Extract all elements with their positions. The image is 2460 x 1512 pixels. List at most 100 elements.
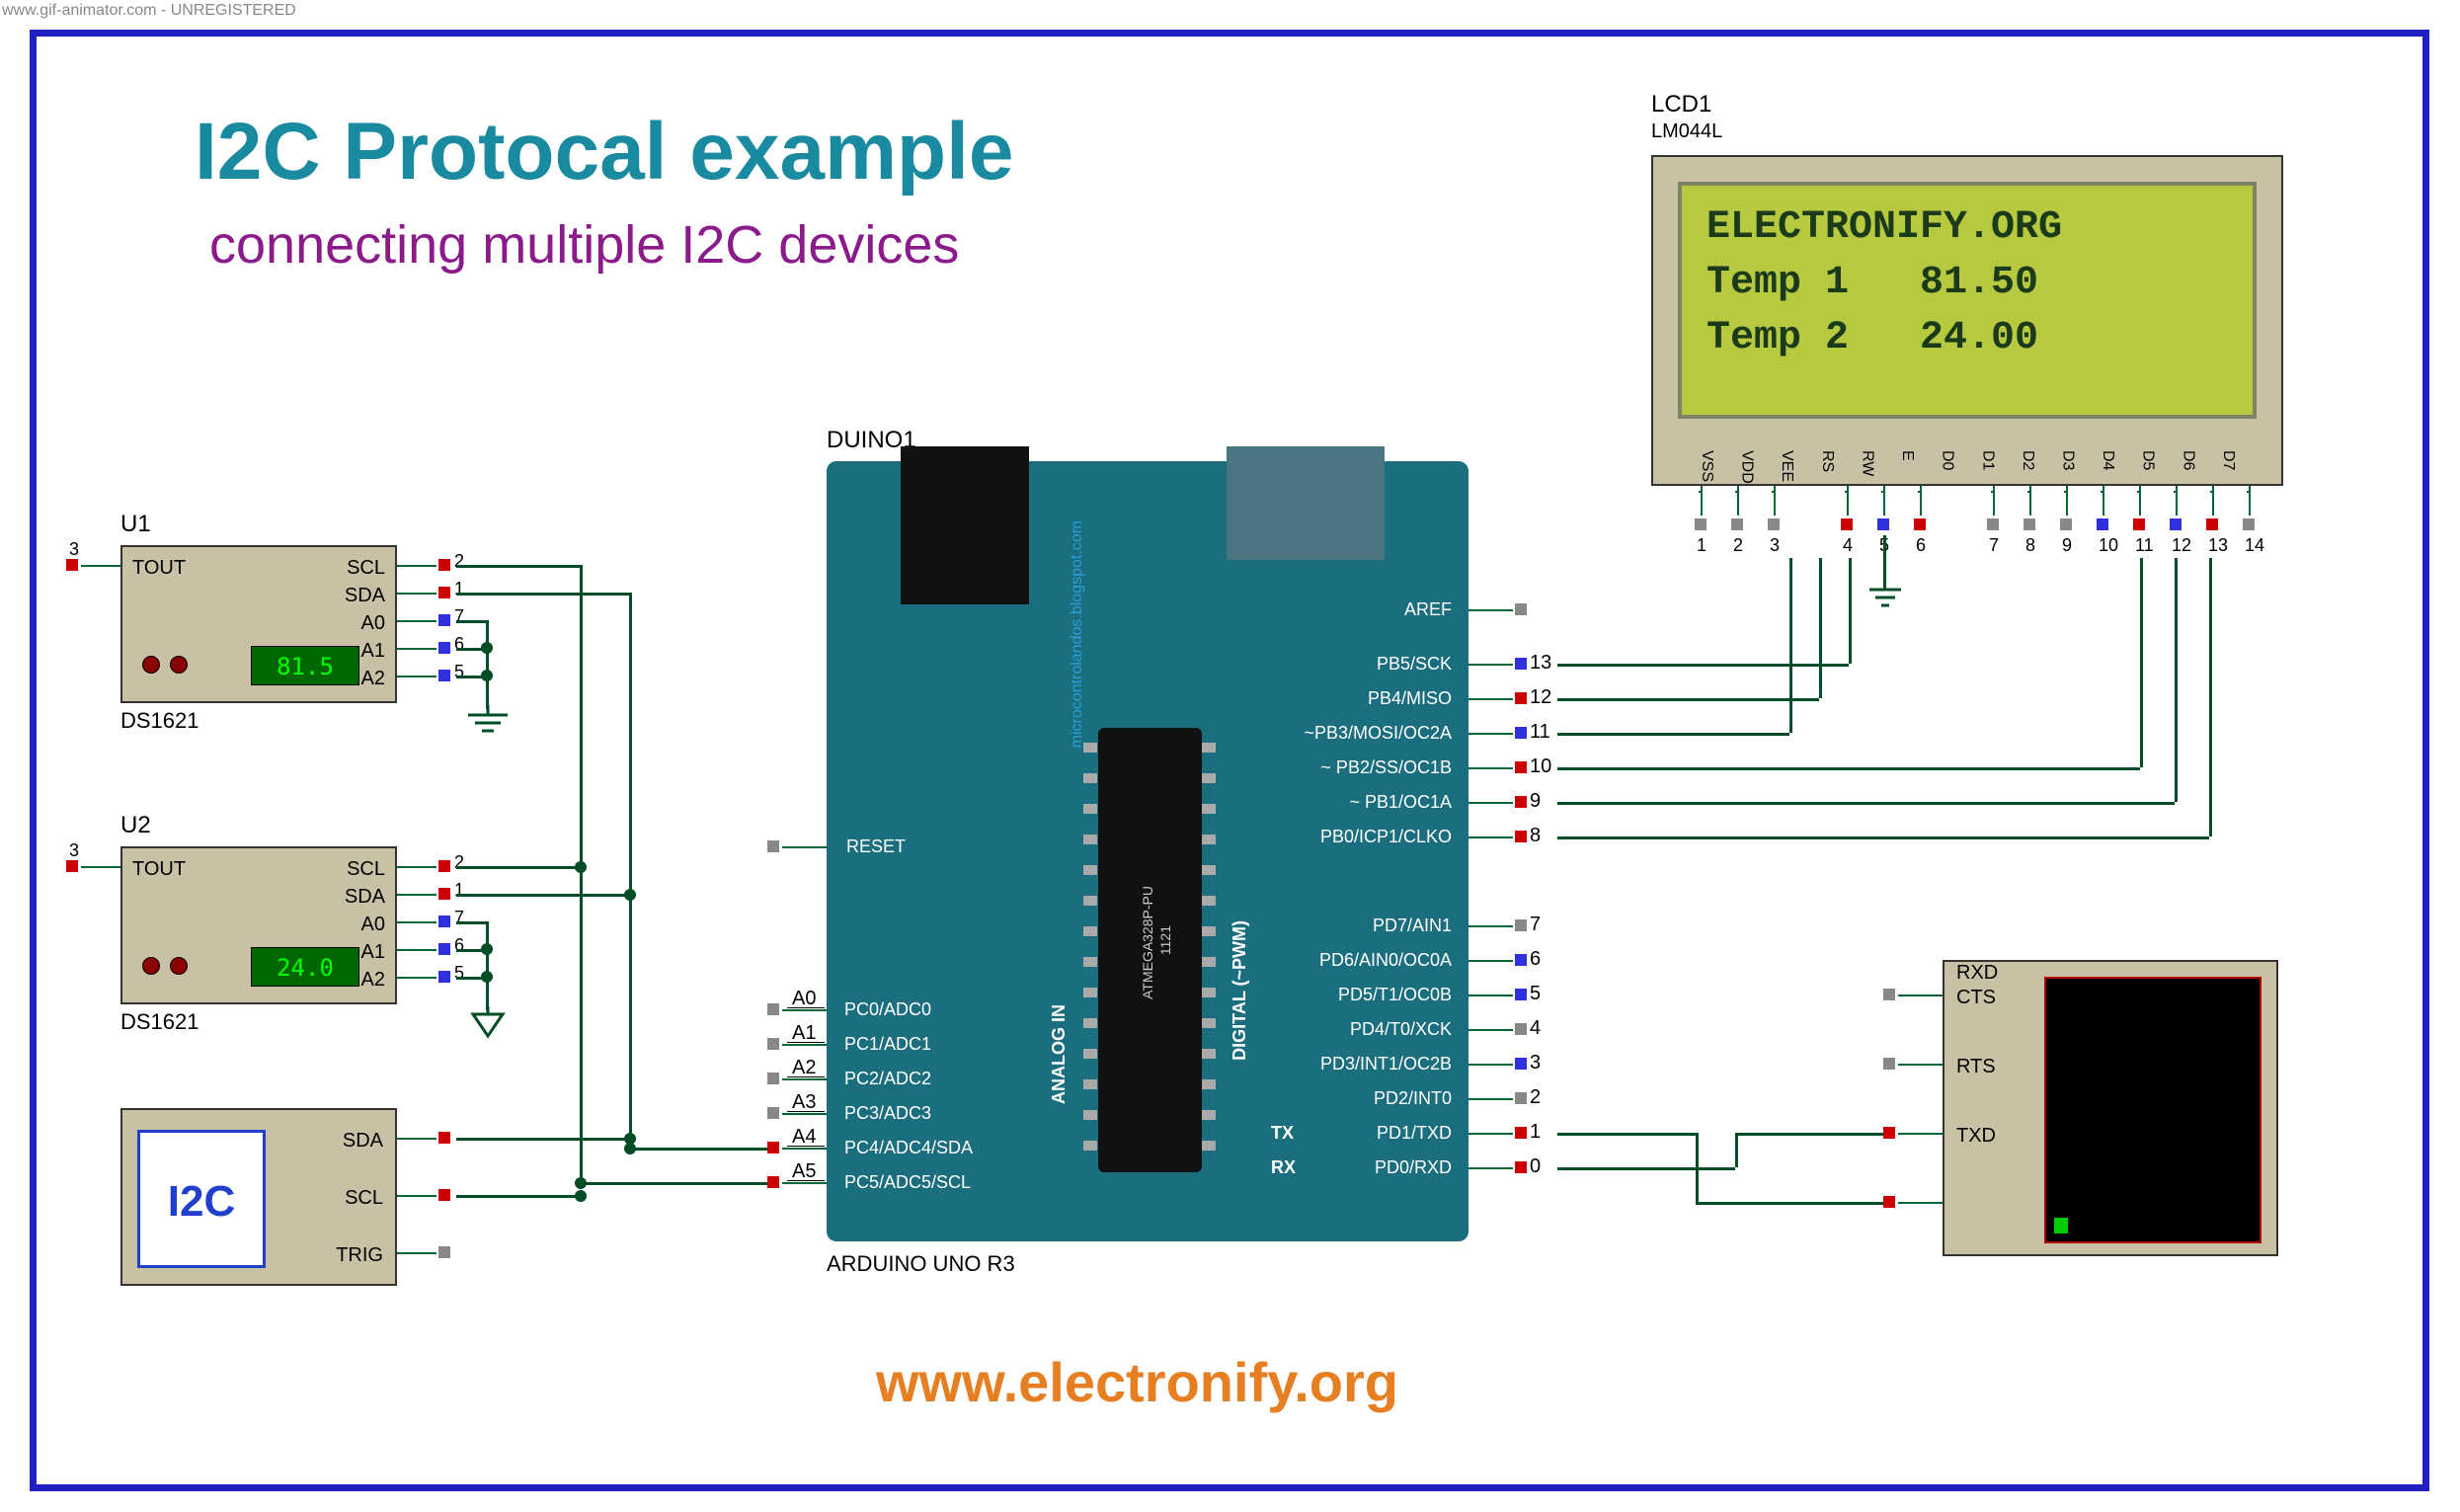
lcd-line3: Temp 2 24.00	[1706, 316, 2038, 360]
pin-marker	[1731, 518, 1743, 530]
digital-label: DIGITAL (~PWM)	[1230, 920, 1250, 1061]
pin-marker	[1515, 1058, 1527, 1070]
lcd-pin-name: VDD	[1738, 450, 1756, 484]
lcd-pin-name: D4	[2099, 450, 2116, 484]
pin-marker	[1515, 727, 1527, 739]
pin-marker	[1515, 796, 1527, 808]
pin-marker	[438, 915, 450, 927]
sensor-u2: TOUT SCL SDA A0 A1 A2 24.0	[120, 846, 397, 1004]
pin-marker	[438, 1132, 450, 1144]
pin-label: 11	[1530, 721, 1550, 744]
pin-marker	[1515, 1023, 1527, 1035]
pin-marker	[438, 860, 450, 872]
subtitle: connecting multiple I2C devices	[209, 214, 959, 276]
pin-marker	[438, 1246, 450, 1258]
arduino-board: ATMEGA328P-PU 1121 microcontrolandos.blo…	[827, 461, 1468, 1241]
term-txd: TXD	[1956, 1125, 1996, 1148]
main-title: I2C Protocal example	[195, 106, 1013, 199]
u1-led2	[170, 656, 188, 674]
pin-label: 9	[2062, 535, 2072, 556]
terminal-cursor	[2054, 1218, 2068, 1233]
pin-marker	[1515, 919, 1527, 931]
lcd-pin-name: E	[1898, 450, 1916, 484]
pin-label: 7	[1530, 914, 1541, 936]
u1-tout: TOUT	[132, 557, 186, 580]
u2-scl: SCL	[347, 858, 385, 881]
i2c-sda: SDA	[343, 1130, 383, 1153]
reset-label: RESET	[846, 836, 906, 857]
pin-marker	[767, 840, 779, 852]
virtual-terminal: CTS RTS TXD RXD	[1943, 960, 2278, 1256]
pin-label: 9	[1530, 790, 1541, 813]
pin-marker	[438, 888, 450, 900]
lcd-pin-name: VSS	[1698, 450, 1715, 484]
pin-marker	[1515, 658, 1527, 670]
u2-part: DS1621	[120, 1009, 199, 1035]
i2c-debugger: I2C SDA SCL TRIG	[120, 1108, 397, 1286]
lcd-pin-name: D0	[1939, 450, 1956, 484]
pin-label: 2	[1733, 535, 1743, 556]
lcd-screen: ELECTRONIFY.ORG Temp 1 81.50 Temp 2 24.0…	[1678, 182, 2257, 419]
lcd-pin-name: D5	[2139, 450, 2157, 484]
pin-label: 3	[1770, 535, 1780, 556]
pin-marker	[66, 860, 78, 872]
pin-label: 1	[454, 579, 464, 599]
pin-marker	[1987, 518, 1999, 530]
pin-marker	[2133, 518, 2145, 530]
pin-label: 1	[454, 880, 464, 901]
u1-a0: A0	[361, 612, 385, 635]
lcd-pin-name: VEE	[1778, 450, 1795, 484]
pin-label: 2	[454, 551, 464, 572]
schematic-frame: I2C Protocal example connecting multiple…	[30, 30, 2429, 1491]
lcd-pin-name: D3	[2058, 450, 2076, 484]
u2-ref: U2	[120, 812, 151, 839]
pin-marker	[767, 1003, 779, 1015]
u2-a0: A0	[361, 914, 385, 936]
u1-a2: A2	[361, 668, 385, 690]
pin-marker	[1841, 518, 1853, 530]
pin-label: 10	[2099, 535, 2118, 556]
pin-label: 2	[454, 852, 464, 873]
pin-marker	[1515, 761, 1527, 773]
pin-label: 8	[2025, 535, 2035, 556]
lcd-pin-name: D6	[2179, 450, 2196, 484]
arduino-usb	[901, 446, 1029, 604]
pin-label: 12	[2172, 535, 2191, 556]
pin-marker	[438, 1189, 450, 1201]
pin-marker	[1515, 1127, 1527, 1139]
pin-marker	[767, 1176, 779, 1188]
u2-led1	[142, 957, 160, 975]
pin-marker	[1515, 603, 1527, 615]
pin-marker	[438, 587, 450, 598]
pin-marker	[438, 642, 450, 654]
lcd-pin-name: D1	[1978, 450, 1996, 484]
pin-marker	[767, 1038, 779, 1050]
pin-marker	[1515, 692, 1527, 704]
term-cts: CTS	[1956, 987, 1996, 1009]
u1-ref: U1	[120, 511, 151, 538]
pin-marker	[438, 943, 450, 955]
arduino-part: ARDUINO UNO R3	[827, 1251, 1015, 1277]
pin-label: 7	[454, 908, 464, 928]
pin-label: 12	[1530, 686, 1551, 709]
lcd-pin-name: RS	[1818, 450, 1836, 484]
pin-marker	[1883, 989, 1895, 1000]
watermark: www.gif-animator.com - UNREGISTERED	[0, 0, 298, 22]
u1-sda: SDA	[345, 585, 385, 607]
pin-marker	[1768, 518, 1780, 530]
lcd-pin-name: D2	[2019, 450, 2036, 484]
pin-marker	[1515, 1092, 1527, 1104]
pin-label: 13	[2208, 535, 2228, 556]
pin-marker	[438, 614, 450, 626]
u2-value-display: 24.0	[251, 947, 359, 987]
u1-scl: SCL	[347, 557, 385, 580]
pin-label: 3	[69, 840, 79, 861]
pin-marker	[438, 971, 450, 983]
pin-label: 6	[454, 935, 464, 956]
pin-marker	[1877, 518, 1889, 530]
pin-marker	[2024, 518, 2035, 530]
pin-marker	[1515, 1161, 1527, 1173]
lcd-ref: LCD1	[1651, 91, 1711, 119]
pin-marker	[2097, 518, 2108, 530]
pin-label: 0	[1530, 1155, 1541, 1178]
